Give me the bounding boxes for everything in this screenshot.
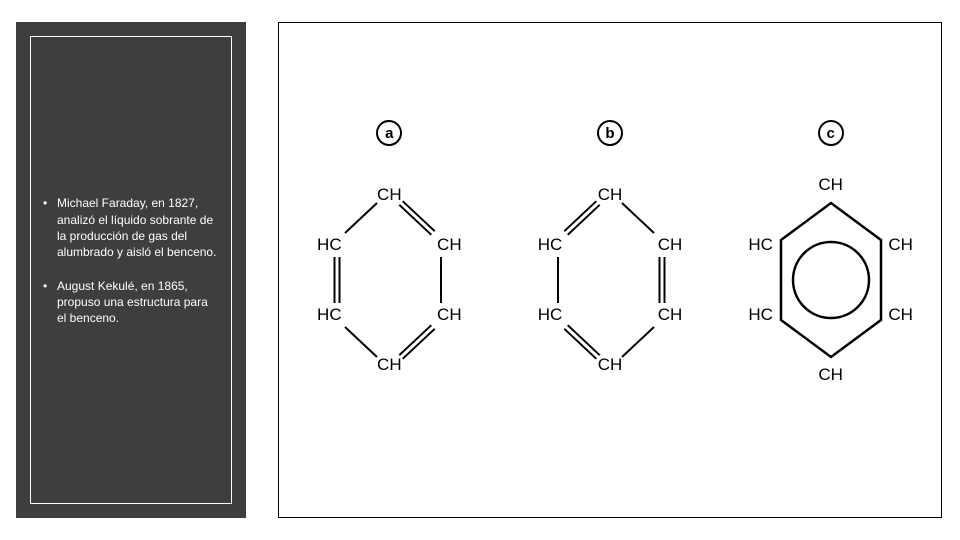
atom-label: HC — [538, 235, 563, 255]
atom-label: HC — [748, 305, 773, 325]
molecule-ring: CH HC CH HC CH CH — [741, 175, 921, 395]
molecule-c: c CH HC CH HC CH CH — [731, 120, 931, 420]
bond-svg — [741, 175, 921, 395]
sidebar-panel: Michael Faraday, en 1827, analizó el líq… — [16, 22, 246, 518]
atom-label: CH — [888, 235, 913, 255]
atom-label: HC — [317, 305, 342, 325]
atom-label: HC — [748, 235, 773, 255]
molecule-label: c — [818, 120, 844, 146]
molecule-a: a CH HC CH HC CH CH — [289, 120, 489, 420]
atom-label: CH — [598, 355, 623, 375]
atom-label: CH — [377, 185, 402, 205]
figure-row: a CH HC CH HC CH CH b CH HC CH HC CH CH c CH HC CH HC CH CH — [279, 23, 941, 517]
bullet-item: Michael Faraday, en 1827, analizó el líq… — [43, 195, 219, 260]
sidebar-inner-frame: Michael Faraday, en 1827, analizó el líq… — [30, 36, 232, 504]
atom-label: CH — [818, 175, 843, 195]
molecule-ring: CH HC CH HC CH CH — [520, 175, 700, 395]
molecule-label: a — [376, 120, 402, 146]
slide: Michael Faraday, en 1827, analizó el líq… — [0, 0, 960, 540]
atom-label: HC — [538, 305, 563, 325]
atom-label: CH — [377, 355, 402, 375]
atom-label: CH — [437, 305, 462, 325]
atom-label: CH — [658, 235, 683, 255]
atom-label: HC — [317, 235, 342, 255]
atom-label: CH — [658, 305, 683, 325]
molecule-b: b CH HC CH HC CH CH — [510, 120, 710, 420]
bullet-item: August Kekulé, en 1865, propuso una estr… — [43, 278, 219, 327]
bullet-list: Michael Faraday, en 1827, analizó el líq… — [43, 195, 219, 344]
figure-panel: a CH HC CH HC CH CH b CH HC CH HC CH CH c CH HC CH HC CH CH — [278, 22, 942, 518]
molecule-label: b — [597, 120, 623, 146]
atom-label: CH — [888, 305, 913, 325]
molecule-ring: CH HC CH HC CH CH — [299, 175, 479, 395]
atom-label: CH — [598, 185, 623, 205]
atom-label: CH — [437, 235, 462, 255]
atom-label: CH — [818, 365, 843, 385]
